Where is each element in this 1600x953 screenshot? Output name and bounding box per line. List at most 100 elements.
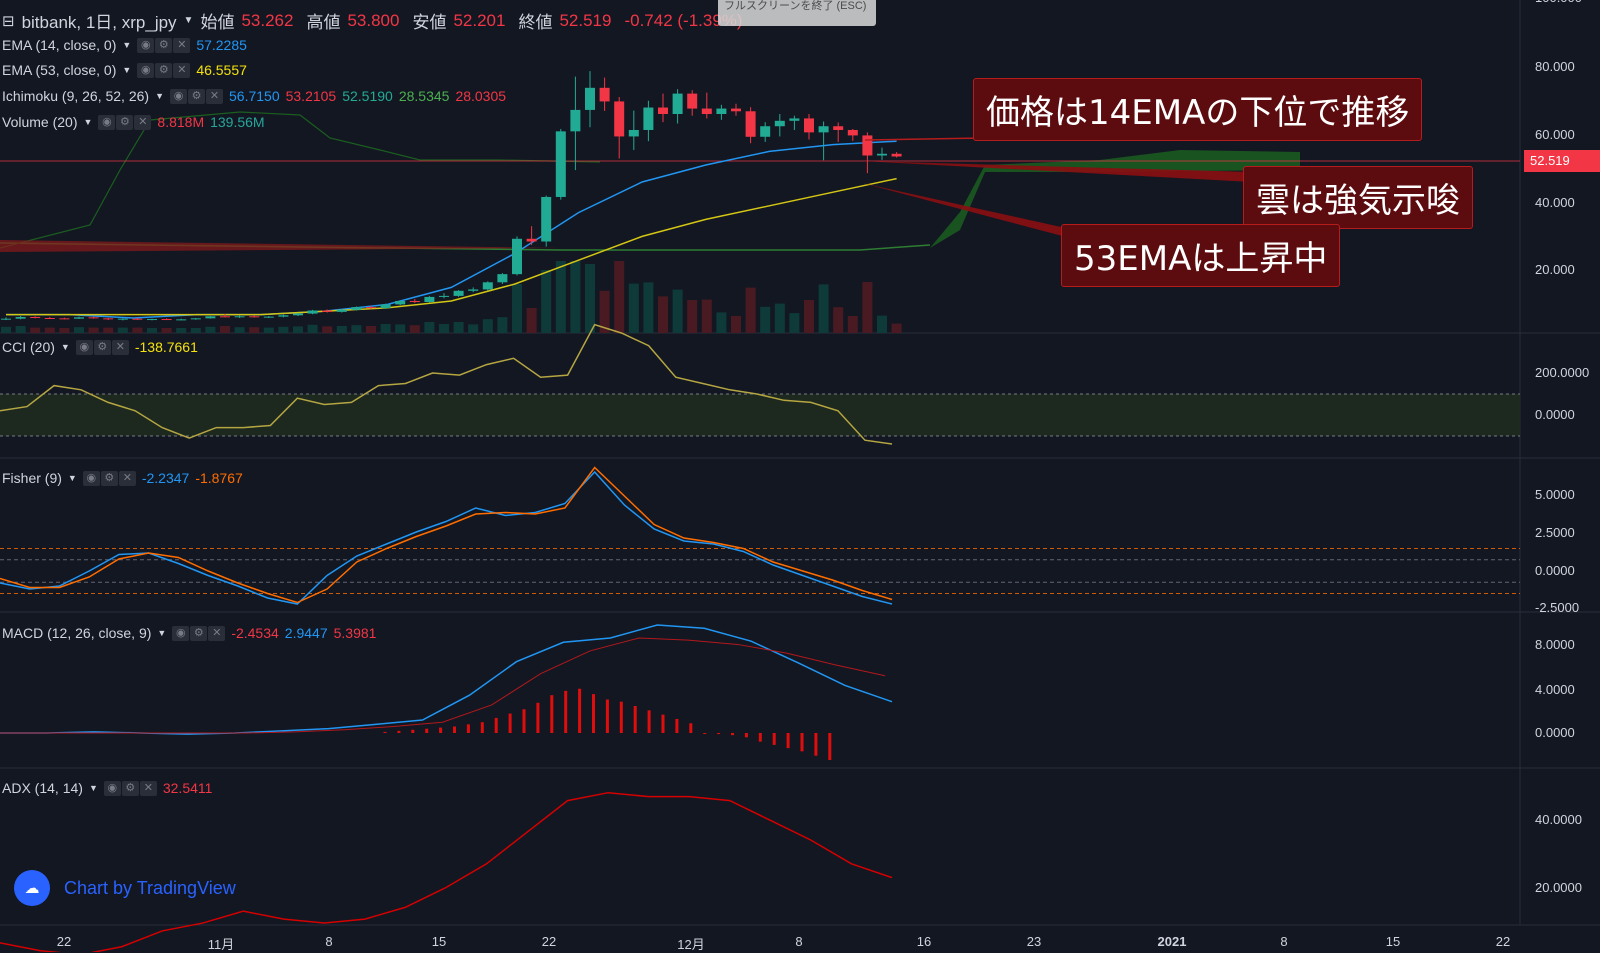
- chevron-down-icon[interactable]: ▼: [60, 342, 70, 352]
- tradingview-logo-icon: ☁: [14, 870, 50, 906]
- eye-icon[interactable]: ◉: [98, 114, 116, 130]
- gear-icon[interactable]: ⚙: [188, 88, 205, 104]
- candle-body: [862, 135, 873, 156]
- gear-icon[interactable]: ⚙: [93, 339, 111, 355]
- gear-icon[interactable]: ⚙: [121, 780, 139, 796]
- legend-fisher[interactable]: Fisher (9) ▼ ◉ ⚙ ✕ -2.2347 -1.8767: [2, 470, 243, 486]
- high-label: 高値: [306, 13, 341, 32]
- legend-macd[interactable]: MACD (12, 26, close, 9) ▼ ◉ ⚙ ✕ -2.4534 2.9…: [2, 625, 376, 641]
- annotation-cloud-bullish[interactable]: 雲は強気示唆: [1243, 166, 1473, 229]
- eye-icon[interactable]: ◉: [103, 780, 121, 796]
- legend-ema53[interactable]: EMA (53, close, 0) ▼ ◉ ⚙ ✕ 46.5557: [2, 62, 247, 78]
- close-icon[interactable]: ✕: [134, 114, 152, 130]
- legend-buttons[interactable]: ◉ ⚙ ✕: [103, 780, 157, 796]
- volume-bar: [263, 327, 274, 333]
- candle-body: [672, 93, 683, 114]
- volume-bar: [555, 261, 566, 333]
- gear-icon[interactable]: ⚙: [100, 470, 118, 486]
- candle-body: [263, 316, 274, 318]
- gear-icon[interactable]: ⚙: [116, 114, 134, 130]
- y-tick-label: 0.0000: [1535, 407, 1575, 422]
- macd-histogram-bar: [675, 718, 679, 733]
- volume-bar: [293, 326, 303, 333]
- macd-histogram-bar: [494, 717, 498, 733]
- gear-icon[interactable]: ⚙: [155, 62, 173, 78]
- legend-buttons[interactable]: ◉ ⚙ ✕: [137, 37, 191, 53]
- chevron-down-icon[interactable]: ▼: [88, 783, 98, 793]
- legend-adx[interactable]: ADX (14, 14) ▼ ◉ ⚙ ✕ 32.5411: [2, 780, 212, 796]
- eye-icon[interactable]: ◉: [82, 470, 100, 486]
- legend-buttons[interactable]: ◉ ⚙ ✕: [82, 470, 136, 486]
- volume-bar: [643, 282, 654, 333]
- annotation-ema53-rising[interactable]: 53EMAは上昇中: [1061, 224, 1341, 287]
- macd-histogram-bar: [578, 688, 582, 733]
- legend-ema53-value: 46.5557: [196, 62, 247, 78]
- y-tick-label: 8.0000: [1535, 637, 1575, 652]
- macd-histogram-bar: [592, 694, 595, 733]
- volume-bar: [745, 287, 756, 333]
- chevron-down-icon[interactable]: ▼: [122, 40, 132, 50]
- cci-line: [0, 323, 893, 445]
- candle-body: [745, 111, 756, 137]
- legend-buttons[interactable]: ◉ ⚙ ✕: [137, 62, 191, 78]
- close-icon[interactable]: ✕: [173, 62, 191, 78]
- y-tick-label: 80.000: [1535, 59, 1575, 74]
- candle-body: [190, 318, 201, 320]
- eye-icon[interactable]: ◉: [75, 339, 93, 355]
- volume-bar: [205, 326, 216, 333]
- legend-cci[interactable]: CCI (20) ▼ ◉ ⚙ ✕ -138.7661: [2, 339, 198, 355]
- close-icon[interactable]: ✕: [111, 339, 129, 355]
- legend-buttons[interactable]: ◉ ⚙ ✕: [75, 339, 129, 355]
- legend-buttons[interactable]: ◉ ⚙ ✕: [172, 625, 226, 641]
- close-icon[interactable]: ✕: [139, 780, 157, 796]
- volume-bar: [716, 312, 727, 333]
- legend-ichimoku[interactable]: Ichimoku (9, 26, 52, 26) ▼ ◉ ⚙ ✕ 56.7150 53…: [2, 88, 506, 104]
- x-tick-label: 8: [1280, 934, 1288, 949]
- legend-ema14[interactable]: EMA (14, close, 0) ▼ ◉ ⚙ ✕ 57.2285: [2, 37, 247, 53]
- volume-bar: [833, 307, 844, 333]
- close-icon[interactable]: ✕: [118, 470, 136, 486]
- chevron-down-icon[interactable]: ▼: [183, 15, 194, 26]
- candle-body: [322, 310, 333, 312]
- chevron-down-icon[interactable]: ▼: [155, 91, 164, 101]
- eye-icon[interactable]: ◉: [137, 62, 155, 78]
- volume-bar: [278, 326, 289, 333]
- volume-bar: [30, 327, 41, 333]
- volume-bar: [103, 327, 114, 333]
- y-tick-label: 2.5000: [1535, 525, 1575, 540]
- macd-histogram-bar: [522, 709, 526, 733]
- symbol-title[interactable]: bitbank, 1日, xrp_jpy: [21, 13, 177, 32]
- volume-bar: [424, 322, 435, 333]
- chevron-down-icon[interactable]: ▼: [83, 117, 93, 127]
- eye-icon[interactable]: ◉: [172, 625, 190, 641]
- chevron-down-icon[interactable]: ▼: [122, 65, 132, 75]
- volume-bar: [117, 327, 128, 333]
- legend-volume[interactable]: Volume (20) ▼ ◉ ⚙ ✕ 8.818M 139.56M: [2, 114, 265, 130]
- y-tick-label: 100.000: [1535, 0, 1582, 5]
- gear-icon[interactable]: ⚙: [155, 37, 173, 53]
- legend-buttons[interactable]: ◉ ⚙ ✕: [98, 114, 152, 130]
- collapse-icon[interactable]: ⊟: [2, 12, 15, 30]
- macd-histogram-bar: [661, 714, 665, 733]
- candle-body: [88, 317, 99, 319]
- volume-bar: [307, 324, 318, 333]
- eye-icon[interactable]: ◉: [170, 88, 187, 104]
- annotation-price-below-ema14[interactable]: 価格は14EMAの下位で推移: [973, 78, 1423, 141]
- chevron-down-icon[interactable]: ▼: [157, 628, 167, 638]
- chevron-down-icon[interactable]: ▼: [67, 473, 77, 483]
- annotation-pointer: [862, 161, 1252, 182]
- volume-bar: [366, 326, 376, 333]
- candle-body: [804, 118, 814, 133]
- legend-buttons[interactable]: ◉ ⚙ ✕: [170, 88, 223, 104]
- legend-volume-value-1: 8.818M: [157, 114, 205, 130]
- tradingview-watermark[interactable]: ☁ Chart by TradingView: [14, 870, 236, 906]
- candle-body: [234, 316, 245, 318]
- exit-fullscreen-tooltip[interactable]: フルスクリーンを終了 (ESC): [718, 0, 876, 26]
- close-icon[interactable]: ✕: [206, 88, 223, 104]
- close-icon[interactable]: ✕: [173, 37, 191, 53]
- close-icon[interactable]: ✕: [208, 625, 226, 641]
- candle-body: [585, 87, 595, 110]
- gear-icon[interactable]: ⚙: [190, 625, 208, 641]
- eye-icon[interactable]: ◉: [137, 37, 155, 53]
